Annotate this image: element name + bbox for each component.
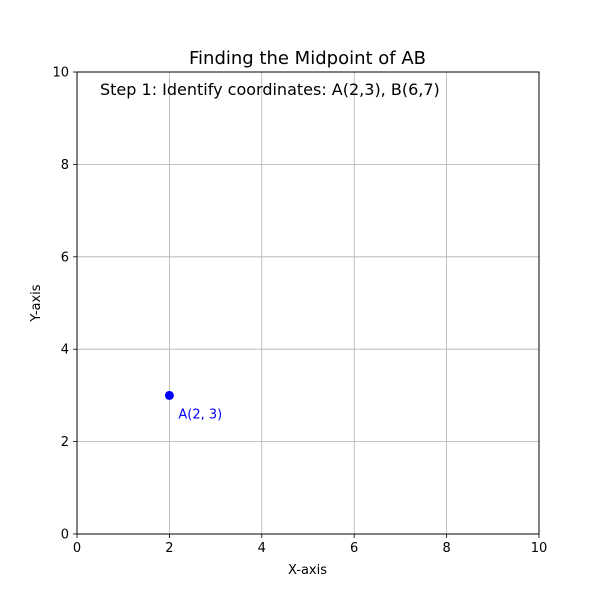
x-tick-label: 0 (73, 541, 81, 556)
y-tick-label: 10 (52, 66, 69, 81)
point-a-marker (164, 390, 174, 400)
data-points: A(2, 3) (164, 390, 222, 422)
y-tick-label: 0 (61, 528, 69, 543)
grid (76, 71, 540, 535)
y-axis-label: Y-axis (29, 284, 44, 322)
step-annotation: Step 1: Identify coordinates: A(2,3), B(… (100, 80, 440, 99)
plot-frame (76, 71, 540, 535)
y-tick-label: 6 (61, 250, 69, 265)
x-tick-label: 4 (258, 541, 266, 556)
axis-ticks: 0 2 4 6 8 10 0 2 4 6 8 10 (52, 66, 547, 557)
x-tick-label: 8 (442, 541, 450, 556)
x-axis-label: X-axis (288, 563, 327, 578)
x-tick-label: 10 (531, 541, 548, 556)
y-tick-label: 8 (61, 158, 69, 173)
y-tick-label: 4 (61, 343, 69, 358)
point-a-label: A(2, 3) (178, 407, 222, 422)
x-tick-label: 6 (350, 541, 358, 556)
chart-title: Finding the Midpoint of AB (189, 48, 426, 69)
x-tick-label: 2 (165, 541, 173, 556)
y-tick-label: 2 (61, 435, 69, 450)
